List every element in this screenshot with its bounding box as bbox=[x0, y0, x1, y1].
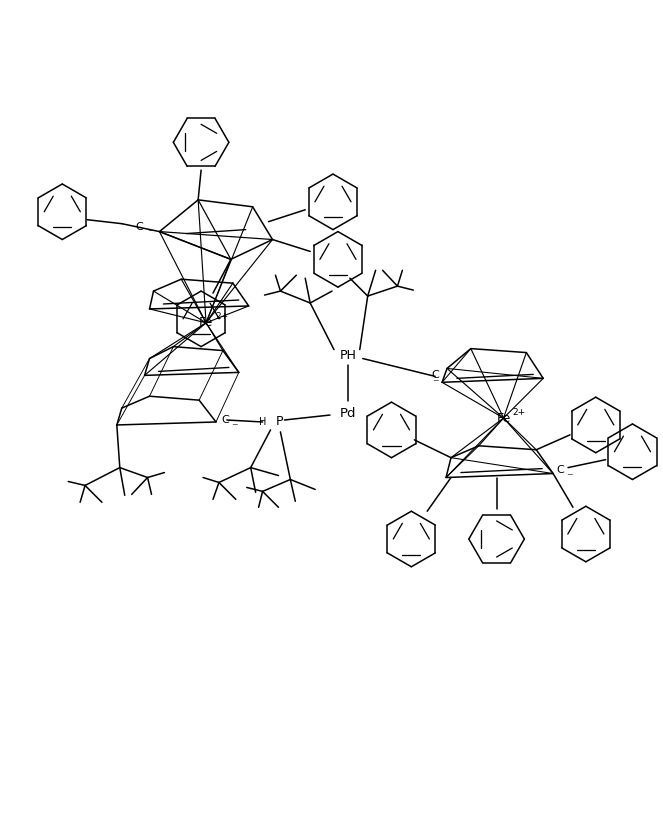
Text: 2+: 2+ bbox=[215, 312, 229, 322]
Text: C: C bbox=[221, 415, 229, 425]
Text: C: C bbox=[432, 370, 439, 381]
Text: 2+: 2+ bbox=[513, 407, 526, 417]
Text: ⁻: ⁻ bbox=[231, 422, 237, 434]
Text: H: H bbox=[259, 417, 267, 427]
Text: P: P bbox=[275, 416, 283, 428]
Text: ⁻: ⁻ bbox=[566, 471, 573, 484]
Text: ⁻: ⁻ bbox=[432, 377, 439, 390]
Text: PH: PH bbox=[339, 349, 356, 362]
Text: C: C bbox=[136, 222, 143, 232]
Text: C: C bbox=[556, 465, 564, 475]
Text: Fe: Fe bbox=[199, 317, 213, 329]
Text: Fe: Fe bbox=[497, 412, 511, 424]
Text: ⁻: ⁻ bbox=[147, 227, 154, 240]
Text: Pd: Pd bbox=[339, 407, 356, 419]
